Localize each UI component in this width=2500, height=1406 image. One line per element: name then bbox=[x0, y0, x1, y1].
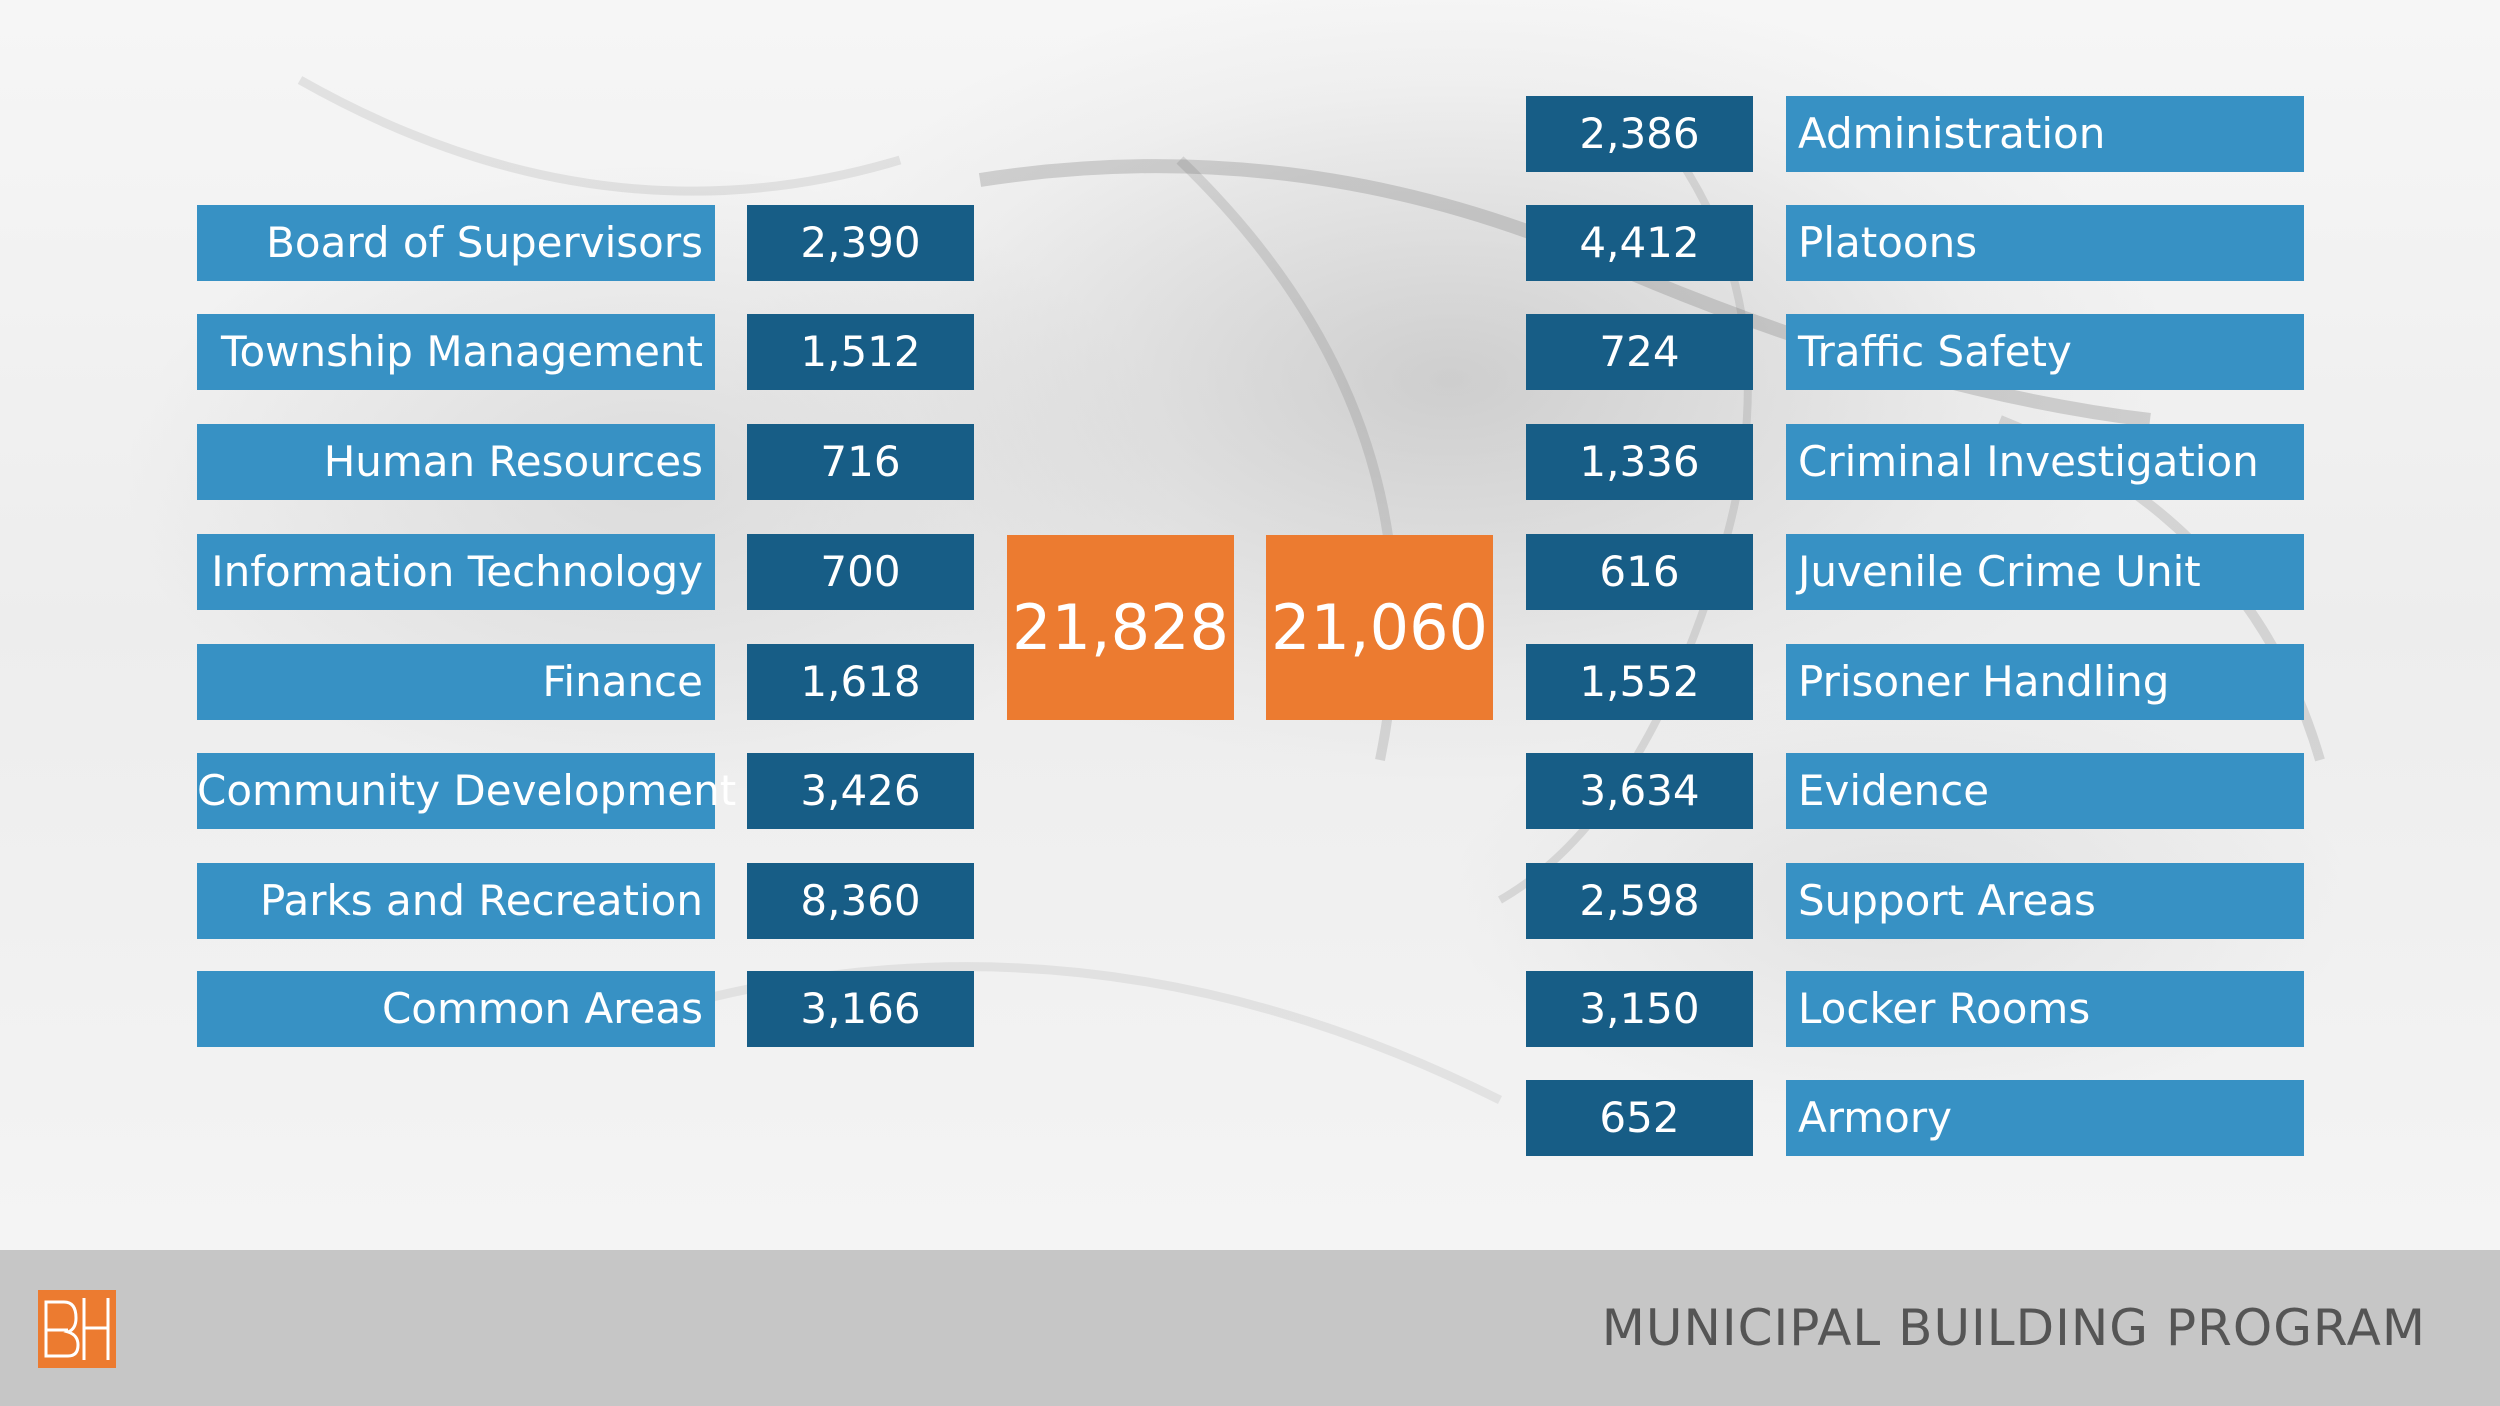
left-row-label-7: Parks and Recreation bbox=[197, 863, 715, 939]
right-row-value-6: 1,552 bbox=[1526, 644, 1753, 720]
right-row-label-6: Prisoner Handling bbox=[1786, 644, 2304, 720]
right-row-value-4: 1,336 bbox=[1526, 424, 1753, 500]
left-row-value-4: 700 bbox=[747, 534, 974, 610]
right-row-value-1: 2,386 bbox=[1526, 96, 1753, 172]
footer-bar: MUNICIPAL BUILDING PROGRAM bbox=[0, 1250, 2500, 1406]
right-row-label-5: Juvenile Crime Unit bbox=[1786, 534, 2304, 610]
left-row-value-1: 2,390 bbox=[747, 205, 974, 281]
left-row-label-2: Township Management bbox=[197, 314, 715, 390]
right-total-box: 21,060 bbox=[1266, 535, 1493, 720]
left-row-label-6: Community Development bbox=[197, 753, 736, 829]
right-row-value-5: 616 bbox=[1526, 534, 1753, 610]
right-row-label-8: Support Areas bbox=[1786, 863, 2304, 939]
bh-logo-icon bbox=[38, 1290, 116, 1368]
left-row-value-2: 1,512 bbox=[747, 314, 974, 390]
right-row-label-4: Criminal Investigation bbox=[1786, 424, 2304, 500]
left-row-value-7: 8,360 bbox=[747, 863, 974, 939]
left-row-label-5: Finance bbox=[197, 644, 715, 720]
right-row-value-9: 3,150 bbox=[1526, 971, 1753, 1047]
right-row-value-2: 4,412 bbox=[1526, 205, 1753, 281]
left-total-box: 21,828 bbox=[1007, 535, 1234, 720]
left-row-label-4: Information Technology bbox=[197, 534, 715, 610]
right-row-label-9: Locker Rooms bbox=[1786, 971, 2304, 1047]
slide-canvas: Board of Supervisors 2,390 Township Mana… bbox=[0, 0, 2500, 1250]
right-row-value-3: 724 bbox=[1526, 314, 1753, 390]
left-row-value-6: 3,426 bbox=[747, 753, 974, 829]
left-row-label-1: Board of Supervisors bbox=[197, 205, 715, 281]
footer-title: MUNICIPAL BUILDING PROGRAM bbox=[1601, 1299, 2426, 1357]
right-row-label-1: Administration bbox=[1786, 96, 2304, 172]
left-row-label-8: Common Areas bbox=[197, 971, 715, 1047]
right-row-value-7: 3,634 bbox=[1526, 753, 1753, 829]
right-row-label-3: Traffic Safety bbox=[1786, 314, 2304, 390]
right-row-label-10: Armory bbox=[1786, 1080, 2304, 1156]
background-sketch-texture bbox=[297, 76, 2325, 1105]
left-row-value-5: 1,618 bbox=[747, 644, 974, 720]
right-row-label-7: Evidence bbox=[1786, 753, 2304, 829]
left-row-value-3: 716 bbox=[747, 424, 974, 500]
left-row-value-8: 3,166 bbox=[747, 971, 974, 1047]
right-row-value-8: 2,598 bbox=[1526, 863, 1753, 939]
right-row-value-10: 652 bbox=[1526, 1080, 1753, 1156]
right-row-label-2: Platoons bbox=[1786, 205, 2304, 281]
left-row-label-3: Human Resources bbox=[197, 424, 715, 500]
